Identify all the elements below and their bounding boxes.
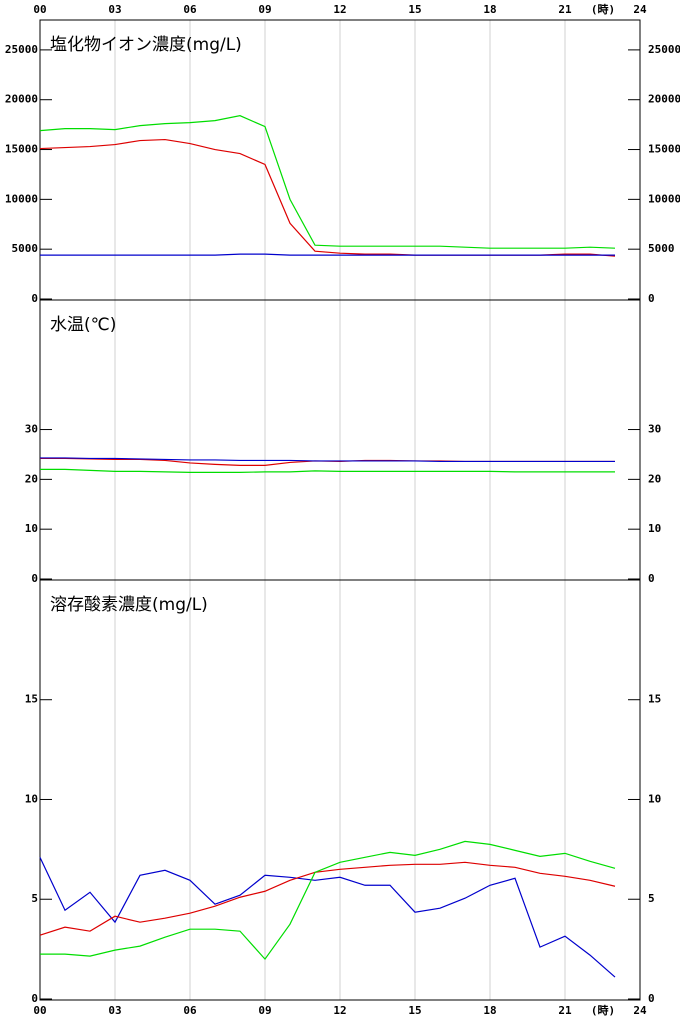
- series-line: [40, 457, 615, 463]
- series-line: [40, 840, 616, 961]
- y-tick-label: 0: [31, 572, 38, 585]
- panel-title: 水温(℃): [50, 315, 116, 335]
- y-tick-label: 0: [648, 992, 655, 1005]
- x-tick-label: 00: [33, 3, 46, 16]
- series-line: [39, 138, 616, 257]
- series-line: [40, 468, 615, 473]
- y-tick-label: 10: [25, 522, 38, 535]
- x-tick-label: 15: [408, 1004, 421, 1017]
- x-tick-label: 18: [483, 1004, 496, 1017]
- y-tick-label: 20000: [648, 93, 680, 106]
- y-tick-label: 15: [648, 693, 661, 706]
- panel-frame: [39, 579, 641, 1001]
- y-tick-label: 5000: [648, 242, 675, 255]
- series-line: [39, 861, 616, 936]
- x-tick-label: 24: [633, 3, 647, 16]
- y-tick-label: 0: [648, 572, 655, 585]
- y-tick-label: 25000: [5, 43, 38, 56]
- x-unit-label: (時): [591, 2, 615, 16]
- series-line: [39, 857, 616, 978]
- x-tick-label: 21: [558, 3, 572, 16]
- y-tick-label: 15000: [5, 143, 38, 156]
- y-tick-label: 10: [25, 792, 38, 805]
- y-tick-label: 10: [648, 522, 661, 535]
- panel-title: 溶存酸素濃度(mg/L): [50, 595, 208, 615]
- y-tick-label: 10000: [5, 192, 38, 205]
- x-tick-label: 15: [408, 3, 421, 16]
- x-tick-label: 00: [33, 1004, 46, 1017]
- x-tick-label: 12: [333, 1004, 346, 1017]
- y-tick-label: 0: [31, 992, 38, 1005]
- y-tick-label: 10000: [648, 192, 680, 205]
- x-tick-label: 18: [483, 3, 496, 16]
- y-tick-label: 30: [25, 423, 38, 436]
- x-tick-label: 09: [258, 3, 271, 16]
- y-tick-label: 10: [648, 792, 661, 805]
- y-tick-label: 15: [25, 693, 38, 706]
- x-unit-label: (時): [591, 1003, 615, 1017]
- y-tick-label: 0: [648, 292, 655, 305]
- series-line: [40, 253, 615, 256]
- y-tick-label: 20000: [5, 93, 38, 106]
- y-tick-label: 30: [648, 423, 661, 436]
- panel-title: 塩化物イオン濃度(mg/L): [50, 35, 242, 55]
- y-tick-label: 15000: [648, 143, 680, 156]
- x-tick-label: 06: [183, 1004, 197, 1017]
- x-tick-label: 03: [108, 3, 121, 16]
- x-tick-label: 03: [108, 1004, 121, 1017]
- series-line: [39, 115, 616, 249]
- y-tick-label: 25000: [648, 43, 680, 56]
- x-tick-label: 06: [183, 3, 197, 16]
- x-tick-label: 21: [558, 1004, 572, 1017]
- y-tick-label: 0: [31, 292, 38, 305]
- y-tick-label: 20: [648, 472, 661, 485]
- x-tick-label: 09: [258, 1004, 271, 1017]
- y-tick-label: 5: [648, 892, 655, 905]
- y-tick-label: 20: [25, 472, 38, 485]
- y-tick-label: 5: [31, 892, 38, 905]
- y-tick-label: 5000: [12, 242, 39, 255]
- x-tick-label: 12: [333, 3, 346, 16]
- x-tick-label: 24: [633, 1004, 647, 1017]
